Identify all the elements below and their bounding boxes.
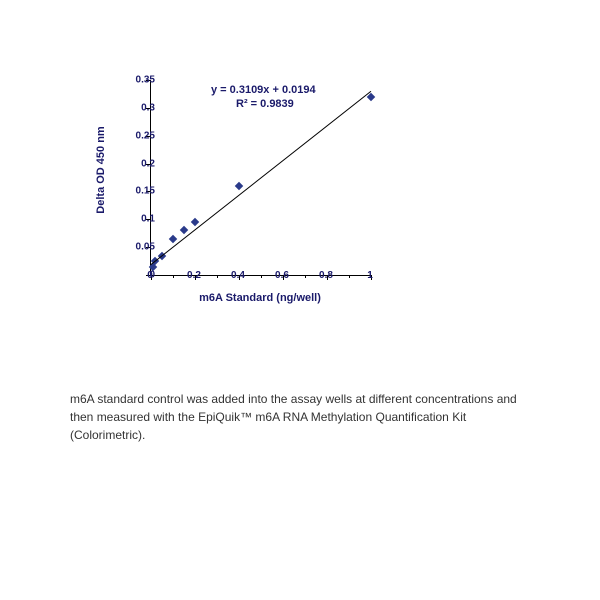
x-tick-label: 0.8 — [319, 270, 333, 281]
x-tick-label: 0.2 — [187, 270, 201, 281]
x-tick-minor — [217, 275, 218, 278]
x-tick-label: 0.6 — [275, 270, 289, 281]
regression-equation: y = 0.3109x + 0.0194 — [211, 84, 316, 96]
x-tick-minor — [261, 275, 262, 278]
y-tick-label: 0.2 — [125, 158, 155, 169]
x-tick-minor — [173, 275, 174, 278]
data-point — [235, 182, 243, 190]
x-tick-label: 0 — [147, 270, 153, 281]
figure-caption: m6A standard control was added into the … — [70, 390, 530, 444]
x-tick-minor — [305, 275, 306, 278]
x-tick-minor — [349, 275, 350, 278]
x-tick-label: 1 — [367, 270, 373, 281]
y-tick-label: 0.25 — [125, 130, 155, 141]
regression-line — [151, 91, 372, 265]
y-axis-title: Delta OD 450 nm — [95, 126, 107, 213]
r-squared-value: R² = 0.9839 — [236, 98, 294, 110]
standard-curve-chart: Delta OD 450 nm m6A Standard (ng/well) y… — [100, 70, 380, 310]
x-tick-label: 0.4 — [231, 270, 245, 281]
data-point — [191, 218, 199, 226]
data-point — [180, 226, 188, 234]
y-tick-label: 0.35 — [125, 75, 155, 86]
data-point — [169, 235, 177, 243]
y-tick-label: 0.1 — [125, 214, 155, 225]
plot-area: y = 0.3109x + 0.0194 R² = 0.9839 — [150, 80, 371, 276]
y-tick-label: 0.15 — [125, 186, 155, 197]
y-tick-label: 0.05 — [125, 242, 155, 253]
x-axis-title: m6A Standard (ng/well) — [150, 292, 370, 304]
y-tick-label: 0.3 — [125, 102, 155, 113]
